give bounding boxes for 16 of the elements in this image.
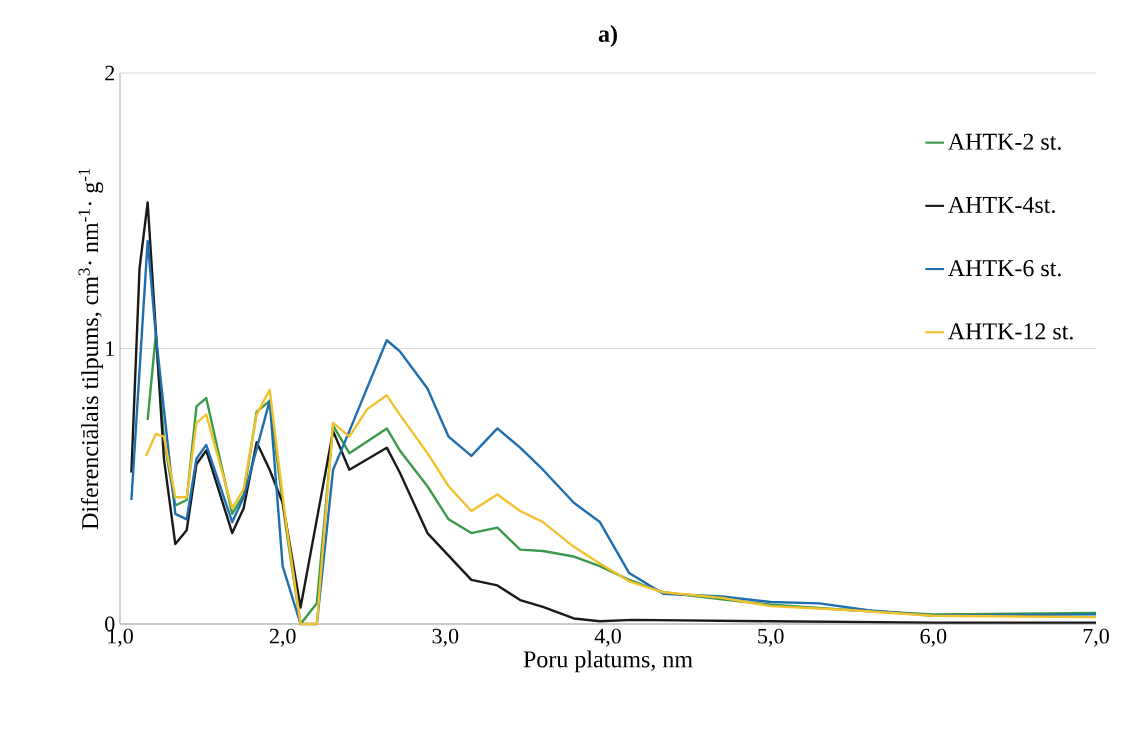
- legend-label: AHTK-4st.: [948, 196, 1055, 214]
- legend-label: AHTK-6 st.: [948, 260, 1061, 277]
- y-tick-label: 2: [105, 65, 115, 81]
- x-tick-label: 4,0: [594, 628, 621, 647]
- legend-label: AHTK-12 st.: [948, 323, 1073, 340]
- x-axis-title: Poru platums, nm: [523, 650, 693, 673]
- y-tick-label: 1: [106, 341, 114, 356]
- x-tick-label: 5,0: [758, 628, 784, 647]
- legend-label: AHTK-2 st.: [948, 133, 1061, 150]
- x-tick-label: 6,0: [920, 628, 947, 647]
- x-tick-label: 2,0: [269, 628, 296, 647]
- x-tick-label: 3,0: [432, 628, 459, 647]
- x-tick-label: 7,0: [1083, 628, 1109, 647]
- y-axis-title: Diferenciālais tilpums, cm$^{3}$· nm$^{-1}$· g$^{-1}$: [78, 168, 104, 530]
- chart-title: a): [598, 25, 617, 47]
- line-series: [144, 388, 1098, 626]
